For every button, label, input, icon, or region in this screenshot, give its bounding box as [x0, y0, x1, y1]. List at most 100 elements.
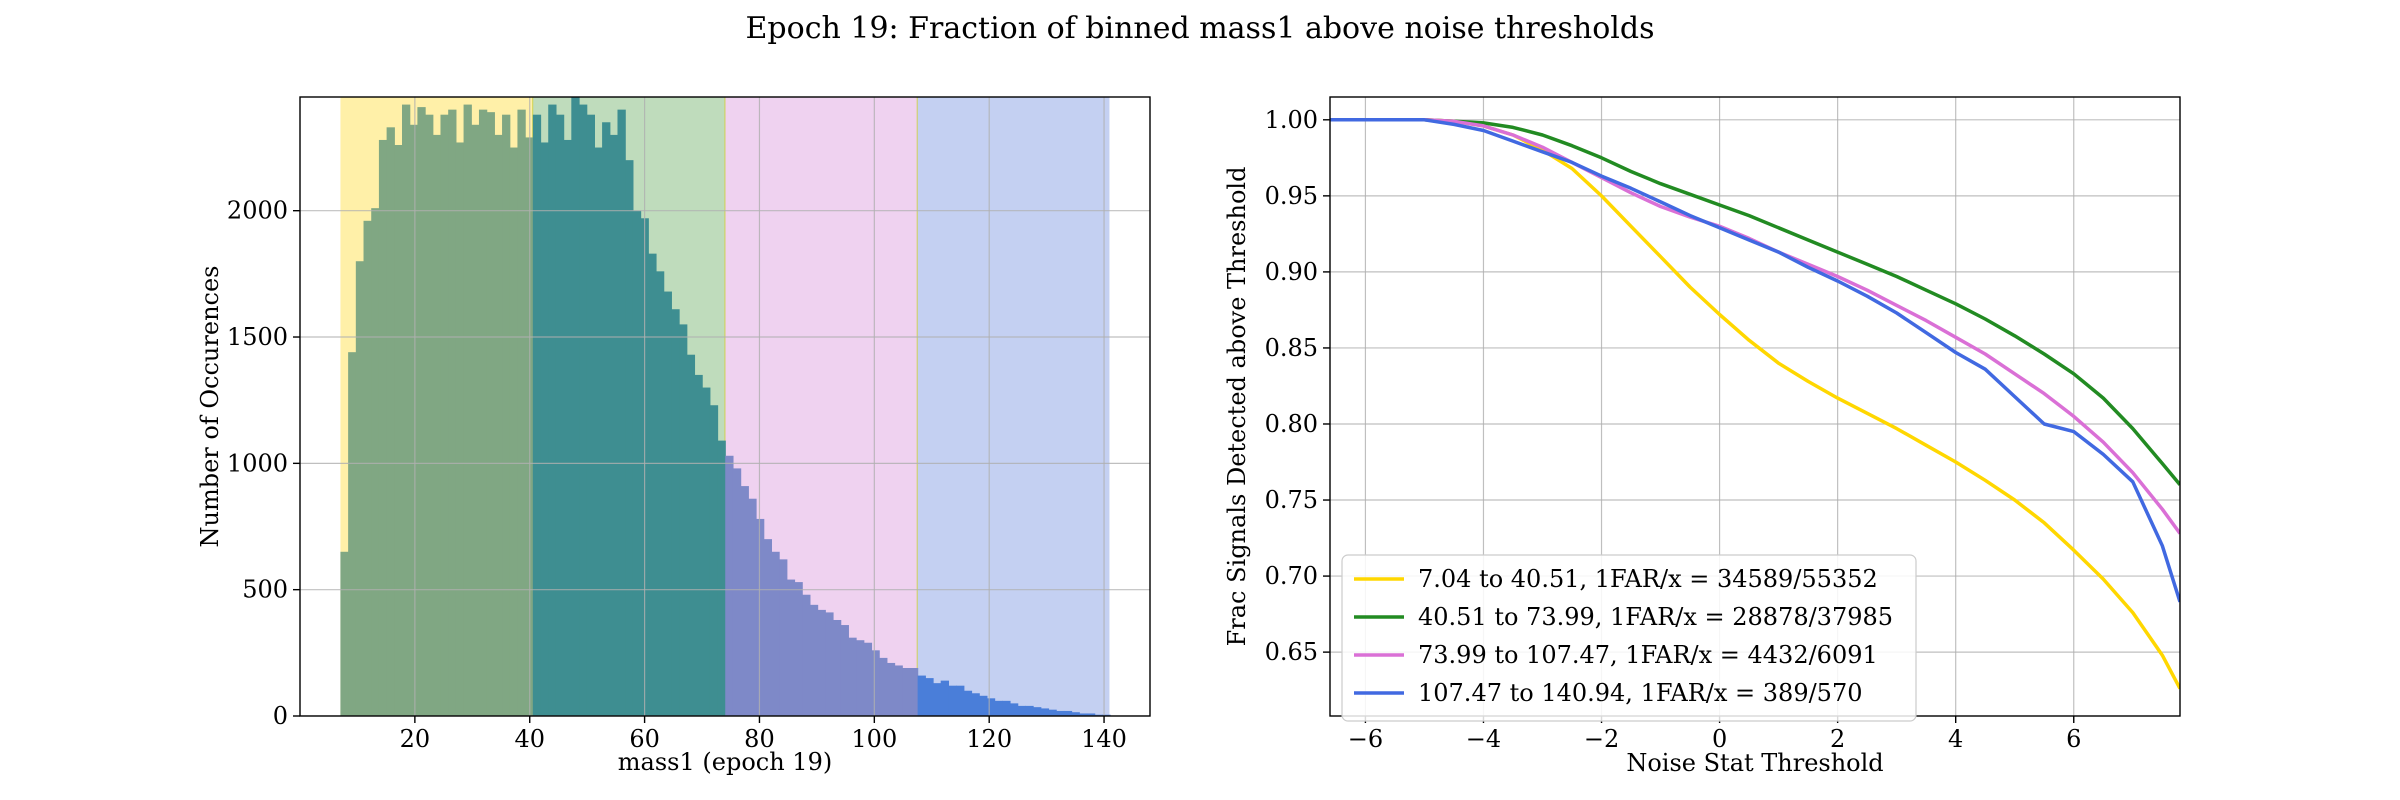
histogram-bar	[1079, 713, 1088, 716]
histogram-bar	[1071, 712, 1080, 716]
line-x-tick-label: −2	[1584, 725, 1619, 753]
histogram-bar	[802, 594, 811, 716]
line-y-tick-label: 0.75	[1265, 486, 1318, 514]
histogram-bar	[702, 387, 711, 716]
histogram-bar	[448, 109, 457, 716]
line-y-tick-label: 1.00	[1265, 106, 1318, 134]
histogram-bar	[963, 690, 973, 716]
series-line	[1330, 118, 2180, 603]
histogram-bar	[717, 440, 726, 716]
histogram-bar	[902, 667, 911, 716]
histogram-bar	[1025, 705, 1034, 716]
histogram-bar	[779, 559, 788, 716]
histogram-bar	[663, 291, 672, 716]
legend-label: 73.99 to 107.47, 1FAR/x = 4432/6091	[1418, 641, 1878, 669]
hist-x-tick-label: 140	[1081, 725, 1127, 753]
hist-y-tick-label: 2000	[227, 197, 288, 225]
series-line	[1330, 118, 2180, 486]
histogram-bar	[548, 104, 557, 716]
hist-x-tick-label: 120	[966, 725, 1012, 753]
histogram-bar	[1033, 707, 1042, 716]
hist-x-tick-label: 60	[629, 725, 660, 753]
histogram-bar	[979, 695, 988, 716]
histogram-bar	[402, 104, 411, 716]
histogram-bar	[909, 667, 919, 716]
histogram-bar	[371, 208, 380, 716]
histogram-bar	[817, 609, 826, 716]
line-y-tick-label: 0.65	[1265, 638, 1318, 666]
line-x-tick-label: −4	[1466, 725, 1501, 753]
line-y-tick-label: 0.80	[1265, 410, 1318, 438]
histogram-bar	[679, 324, 688, 716]
histogram-bar	[763, 539, 773, 716]
histogram-bar	[994, 700, 1003, 716]
histogram-bar	[879, 657, 888, 716]
histogram-bar	[409, 124, 418, 716]
hist-plot-area	[300, 97, 1150, 716]
line-x-tick-label: −6	[1348, 725, 1383, 753]
histogram-bar	[1040, 708, 1050, 716]
histogram-bar	[933, 683, 942, 716]
histogram-bar	[740, 486, 749, 716]
histogram-bar	[517, 109, 526, 716]
histogram-bar	[478, 109, 488, 716]
hist-x-tick-label: 80	[744, 725, 775, 753]
histogram-bar	[1009, 703, 1019, 716]
histogram-chart: 20 40 60 80 100 120 140 0 500 1000 1500 2000 mass1 (…	[196, 96, 1151, 776]
legend-label: 40.51 to 73.99, 1FAR/x = 28878/37985	[1418, 603, 1893, 631]
line-y-tick-label: 0.95	[1265, 182, 1318, 210]
histogram-bar	[948, 685, 957, 716]
histogram-bar	[771, 551, 780, 716]
histogram-bar	[594, 147, 603, 716]
histogram-bar	[825, 612, 834, 716]
hist-y-tick-label: 500	[242, 576, 288, 604]
histogram-bar	[871, 650, 880, 716]
histogram-bar	[971, 693, 980, 716]
histogram-bar	[856, 640, 865, 716]
histogram-bar	[986, 698, 996, 716]
histogram-bar	[956, 685, 965, 716]
hist-y-tick-label: 1000	[227, 449, 288, 477]
figure-title: Epoch 19: Fraction of binned mass1 above…	[746, 11, 1655, 46]
histogram-bar	[1086, 713, 1096, 716]
histogram-bar	[471, 124, 480, 716]
histogram-bar	[602, 122, 611, 716]
histogram-bar	[363, 220, 372, 716]
histogram-bar	[502, 114, 511, 716]
histogram-bar	[378, 139, 388, 716]
line-x-tick-label: 2	[1830, 725, 1845, 753]
legend-box	[1341, 554, 1917, 722]
histogram-bar	[625, 160, 634, 716]
histogram-bar	[355, 261, 365, 716]
line-x-axis-label: Noise Stat Threshold	[1626, 749, 1883, 777]
histogram-bar	[694, 374, 703, 716]
histogram-bar	[940, 680, 950, 716]
histogram-bar	[894, 665, 903, 716]
histogram-bar	[432, 134, 442, 716]
line-y-tick-label: 0.85	[1265, 334, 1318, 362]
line-y-tick-label: 0.70	[1265, 562, 1318, 590]
histogram-bar	[648, 253, 657, 716]
histogram-bar	[494, 134, 503, 716]
histogram-bar	[586, 114, 595, 716]
histogram-bar	[1063, 710, 1073, 716]
histogram-bar	[686, 354, 696, 716]
histogram-bar	[555, 114, 565, 716]
histogram-bar	[1002, 700, 1011, 716]
histogram-bar	[925, 678, 934, 716]
hist-x-tick-label: 100	[851, 725, 897, 753]
histogram-bar	[840, 625, 849, 716]
hist-x-tick-label: 20	[400, 725, 431, 753]
legend-label: 107.47 to 140.94, 1FAR/x = 389/570	[1418, 679, 1863, 707]
histogram-bar	[786, 579, 796, 716]
line-x-tick-label: 0	[1712, 725, 1727, 753]
histogram-bar	[617, 109, 626, 716]
histogram-bar	[732, 468, 742, 716]
hist-y-axis-label: Number of Occurences	[196, 266, 224, 548]
histogram-bar	[563, 139, 572, 716]
histogram-bar	[848, 637, 857, 716]
histogram-bar	[709, 405, 719, 716]
legend: 7.04 to 40.51, 1FAR/x = 34589/55352 40.51…	[1341, 554, 1917, 722]
histogram-bar	[1056, 710, 1065, 716]
